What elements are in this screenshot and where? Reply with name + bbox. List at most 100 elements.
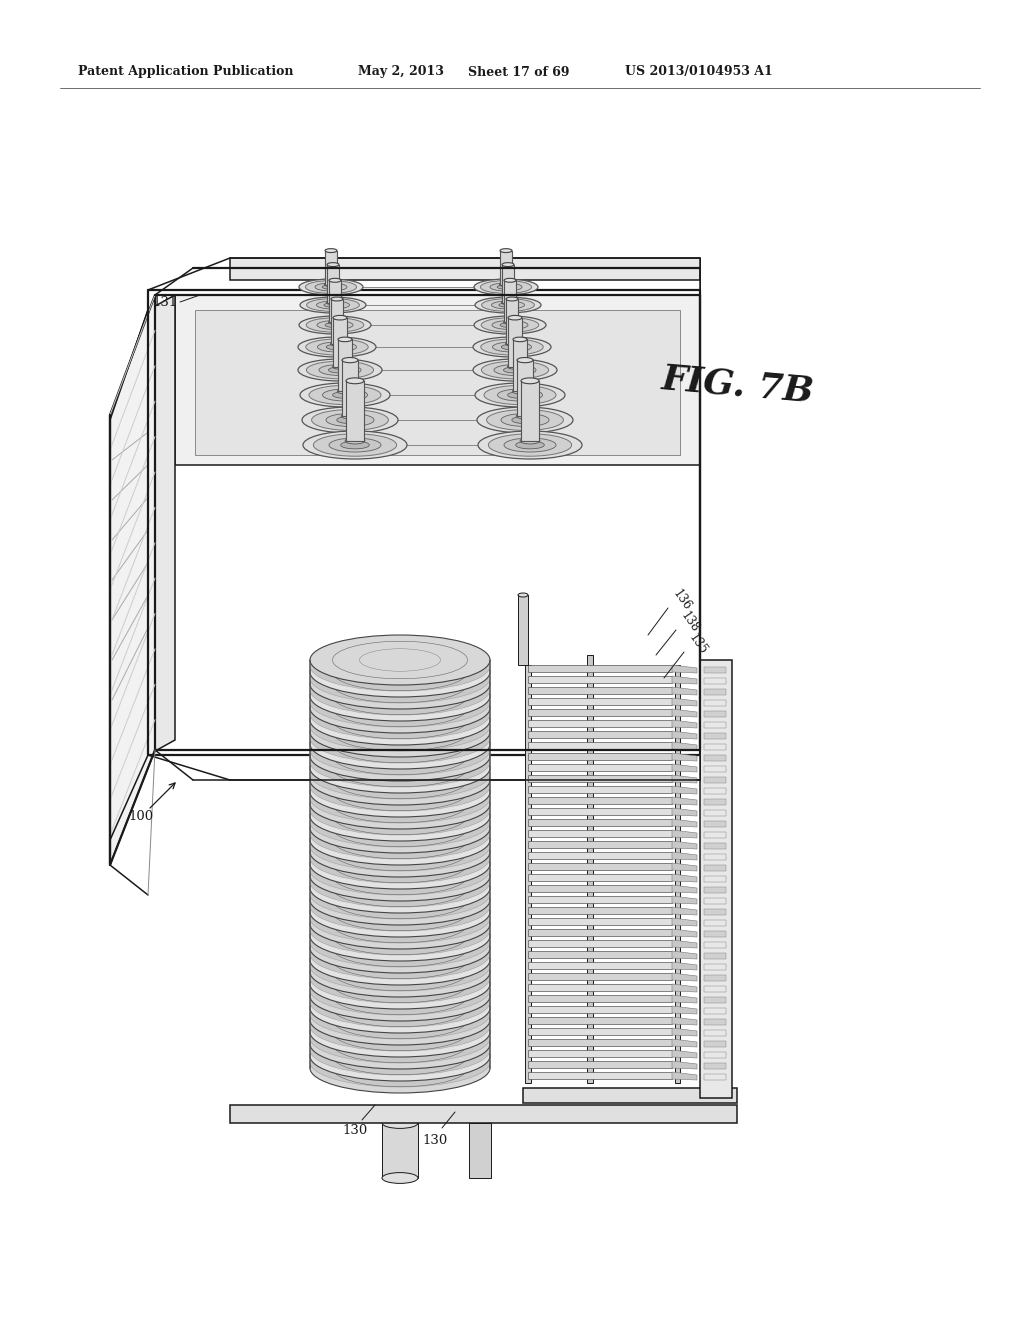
Polygon shape <box>672 731 697 739</box>
Polygon shape <box>672 808 697 816</box>
Polygon shape <box>528 830 672 837</box>
Polygon shape <box>705 898 726 904</box>
Ellipse shape <box>310 989 490 1039</box>
Text: 138: 138 <box>678 609 701 635</box>
Ellipse shape <box>300 383 390 407</box>
Ellipse shape <box>480 281 531 293</box>
Ellipse shape <box>310 809 490 859</box>
Polygon shape <box>672 676 697 684</box>
Polygon shape <box>672 896 697 904</box>
Text: May 2, 2013: May 2, 2013 <box>358 66 443 78</box>
Ellipse shape <box>337 389 352 393</box>
Polygon shape <box>672 665 697 673</box>
Ellipse shape <box>310 642 490 690</box>
Polygon shape <box>672 1016 697 1026</box>
Ellipse shape <box>310 774 490 822</box>
Ellipse shape <box>521 378 539 384</box>
Ellipse shape <box>512 389 527 393</box>
Text: 100: 100 <box>128 810 154 824</box>
Polygon shape <box>338 339 352 392</box>
Ellipse shape <box>310 737 490 787</box>
Ellipse shape <box>310 725 490 775</box>
Ellipse shape <box>310 785 490 836</box>
Ellipse shape <box>310 791 490 841</box>
Ellipse shape <box>310 1001 490 1051</box>
Ellipse shape <box>310 821 490 871</box>
Polygon shape <box>195 310 680 455</box>
Polygon shape <box>528 1061 672 1068</box>
Polygon shape <box>705 744 726 750</box>
Ellipse shape <box>517 358 534 363</box>
Polygon shape <box>705 733 726 739</box>
Polygon shape <box>513 339 527 392</box>
Ellipse shape <box>310 1038 490 1086</box>
Polygon shape <box>705 887 726 894</box>
Ellipse shape <box>382 1118 418 1129</box>
Polygon shape <box>528 917 672 925</box>
Polygon shape <box>672 752 697 762</box>
Ellipse shape <box>494 364 536 375</box>
Polygon shape <box>705 1041 726 1047</box>
Text: 136: 136 <box>670 587 693 612</box>
Ellipse shape <box>341 413 358 418</box>
Polygon shape <box>705 1030 726 1036</box>
Polygon shape <box>672 874 697 882</box>
Polygon shape <box>518 595 528 665</box>
Ellipse shape <box>488 434 571 457</box>
Ellipse shape <box>502 301 515 305</box>
Ellipse shape <box>477 407 573 433</box>
Ellipse shape <box>310 719 490 770</box>
Polygon shape <box>528 1028 672 1035</box>
Text: Sheet 17 of 69: Sheet 17 of 69 <box>468 66 569 78</box>
Ellipse shape <box>507 364 522 370</box>
Polygon shape <box>672 851 697 861</box>
Ellipse shape <box>333 315 347 319</box>
Ellipse shape <box>486 409 563 430</box>
Ellipse shape <box>492 301 524 309</box>
Ellipse shape <box>299 315 371 334</box>
Ellipse shape <box>327 263 339 267</box>
Text: 135: 135 <box>686 631 710 657</box>
Polygon shape <box>528 929 672 936</box>
Polygon shape <box>672 995 697 1003</box>
Ellipse shape <box>310 748 490 799</box>
Ellipse shape <box>337 416 364 424</box>
Text: US 2013/0104953 A1: US 2013/0104953 A1 <box>625 66 773 78</box>
Ellipse shape <box>310 977 490 1027</box>
Polygon shape <box>672 797 697 805</box>
Ellipse shape <box>310 953 490 1003</box>
Ellipse shape <box>310 960 490 1008</box>
Polygon shape <box>508 318 522 367</box>
Polygon shape <box>528 962 672 969</box>
Polygon shape <box>528 884 672 892</box>
Polygon shape <box>110 294 155 865</box>
Ellipse shape <box>331 297 343 301</box>
Polygon shape <box>705 1019 726 1026</box>
Ellipse shape <box>516 413 534 418</box>
Ellipse shape <box>311 409 388 430</box>
Polygon shape <box>672 962 697 970</box>
Ellipse shape <box>506 297 518 301</box>
Polygon shape <box>528 818 672 826</box>
Ellipse shape <box>310 995 490 1045</box>
Polygon shape <box>528 797 672 804</box>
Ellipse shape <box>338 337 352 342</box>
Polygon shape <box>672 775 697 783</box>
Polygon shape <box>175 294 700 465</box>
Polygon shape <box>705 667 726 673</box>
Polygon shape <box>528 709 672 715</box>
Ellipse shape <box>518 593 528 597</box>
Ellipse shape <box>310 767 490 817</box>
Ellipse shape <box>299 279 362 294</box>
Ellipse shape <box>346 378 364 384</box>
Polygon shape <box>705 854 726 861</box>
Ellipse shape <box>313 434 396 457</box>
Ellipse shape <box>502 263 514 267</box>
Ellipse shape <box>327 345 348 350</box>
Ellipse shape <box>325 322 345 327</box>
Polygon shape <box>528 686 672 694</box>
Ellipse shape <box>484 385 556 405</box>
Ellipse shape <box>481 362 549 379</box>
Ellipse shape <box>310 941 490 991</box>
Ellipse shape <box>302 407 398 433</box>
